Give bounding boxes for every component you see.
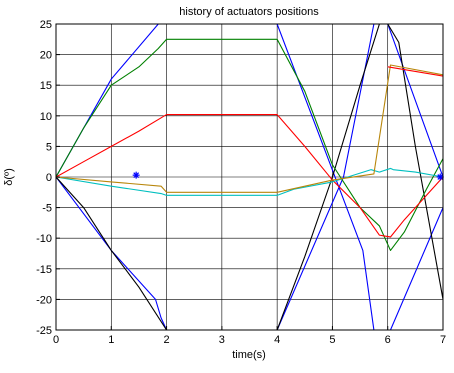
asterisk-marker-2 — [436, 173, 444, 181]
y-axis-label: δ(º) — [3, 168, 15, 185]
series-line-8 — [387, 66, 443, 77]
series-line-7 — [56, 64, 443, 193]
x-tick-label: 0 — [53, 334, 59, 346]
chart-title: history of actuators positions — [179, 6, 319, 18]
series-line-6 — [56, 167, 443, 196]
y-tick-label: 20 — [40, 50, 52, 62]
y-tick-label: 10 — [40, 111, 52, 123]
series-markers — [132, 171, 444, 181]
y-tick-label: 15 — [40, 80, 52, 92]
series-lines — [56, 24, 443, 330]
x-tick-label: 1 — [108, 334, 114, 346]
asterisk-marker-1 — [132, 171, 140, 179]
y-tick-label: -10 — [36, 233, 52, 245]
x-tick-label: 4 — [274, 334, 280, 346]
ticks: 0 1 2 3 4 5 6 7 25 20 15 10 5 0 -5 -10 -15 -20 -25 — [36, 19, 446, 346]
series-line-3 — [56, 24, 443, 330]
series-line-4 — [56, 38, 443, 251]
y-tick-label: 25 — [40, 19, 52, 31]
x-tick-label: 3 — [219, 334, 225, 346]
series-line-1 — [56, 24, 443, 330]
y-tick-label: 5 — [46, 141, 52, 153]
y-tick-label: -25 — [36, 325, 52, 337]
series-line-5 — [56, 114, 443, 238]
y-tick-label: -5 — [42, 203, 52, 215]
y-tick-label: -20 — [36, 294, 52, 306]
x-tick-label: 2 — [164, 334, 170, 346]
x-tick-label: 6 — [385, 334, 391, 346]
series-line-2 — [56, 24, 443, 330]
y-tick-label: 0 — [46, 172, 52, 184]
x-axis-label: time(s) — [232, 349, 266, 361]
y-tick-label: -15 — [36, 264, 52, 276]
x-tick-label: 7 — [440, 334, 446, 346]
x-tick-label: 5 — [329, 334, 335, 346]
